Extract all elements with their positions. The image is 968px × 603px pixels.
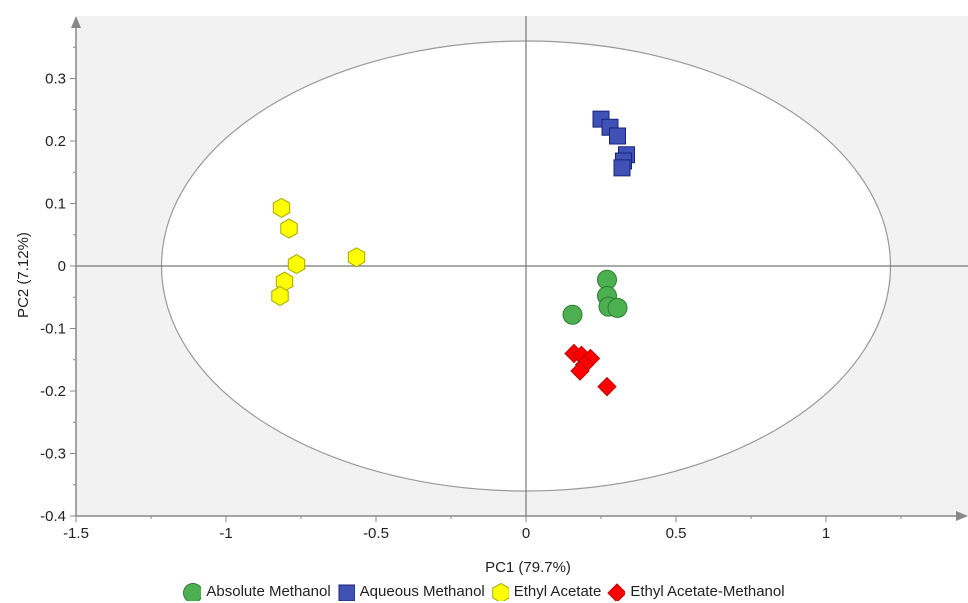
- x-axis-title: PC1 (79.7%): [485, 559, 571, 576]
- legend-symbol-absolute-methanol: [183, 582, 202, 601]
- legend-label: Ethyl Acetate: [513, 583, 602, 600]
- data-point-ethyl-acetate: [287, 254, 306, 275]
- y-axis-arrow: [71, 16, 81, 28]
- data-point-ethyl-acetate: [280, 218, 298, 239]
- data-point-ethyl-acetate: [271, 285, 289, 307]
- x-tick-label: -1: [219, 525, 232, 542]
- data-point-aqueous-methanol: [613, 159, 631, 177]
- legend-marker-aqueous-methanol: [338, 584, 355, 601]
- x-axis-arrow: [956, 511, 968, 521]
- legend-marker-absolute-methanol: [183, 582, 202, 601]
- legend-label: Absolute Methanol: [206, 583, 331, 600]
- legend-label: Ethyl Acetate-Methanol: [630, 583, 785, 600]
- x-tick-label: 0.5: [666, 525, 687, 542]
- legend-item-ethyl-acetate: Ethyl Acetate: [491, 582, 602, 601]
- y-tick-label: 0: [58, 258, 66, 275]
- y-tick-label: 0.1: [45, 196, 66, 213]
- data-point-ethyl-acetate-methanol: [570, 361, 590, 381]
- legend-symbol-aqueous-methanol: [338, 584, 355, 601]
- x-tick-label: 1: [822, 525, 830, 542]
- legend-label: Aqueous Methanol: [359, 583, 485, 600]
- data-point-ethyl-acetate: [347, 247, 366, 268]
- y-tick-label: -0.2: [40, 383, 66, 400]
- legend-symbol-ethyl-acetate-methanol: [607, 582, 626, 601]
- data-point-ethyl-acetate: [272, 197, 291, 218]
- x-tick-label: -1.5: [63, 525, 89, 542]
- legend-item-absolute-methanol: Absolute Methanol: [183, 582, 331, 601]
- y-tick-label: 0.2: [45, 133, 66, 150]
- legend-marker-ethyl-acetate-methanol: [607, 582, 626, 601]
- data-point-ethyl-acetate-methanol: [597, 376, 617, 397]
- legend: Absolute Methanol Aqueous Methanol Ethyl A…: [0, 580, 968, 603]
- y-tick-label: -0.4: [40, 508, 66, 525]
- legend-symbol-ethyl-acetate: [492, 582, 509, 601]
- x-tick-label: -0.5: [363, 525, 389, 542]
- data-point-aqueous-methanol: [609, 127, 626, 145]
- y-axis-title: PC2 (7.12%): [15, 232, 32, 318]
- legend-marker-ethyl-acetate: [492, 582, 509, 601]
- data-point-absolute-methanol: [562, 304, 583, 325]
- data-point-absolute-methanol: [607, 297, 628, 318]
- legend-item-aqueous-methanol: Aqueous Methanol: [337, 583, 485, 601]
- x-tick-label: 0: [522, 525, 530, 542]
- y-tick-label: 0.3: [45, 71, 66, 88]
- legend-item-ethyl-acetate-methanol: Ethyl Acetate-Methanol: [607, 582, 785, 601]
- y-tick-label: -0.3: [40, 446, 66, 463]
- y-tick-label: -0.1: [40, 321, 66, 338]
- pca-scatter-chart: -1.5 -1 -0.5 0 0.5 1 -0.4 -0.3 -0.2 -0.1 0 0.1 0.2 0.…: [15, 16, 968, 576]
